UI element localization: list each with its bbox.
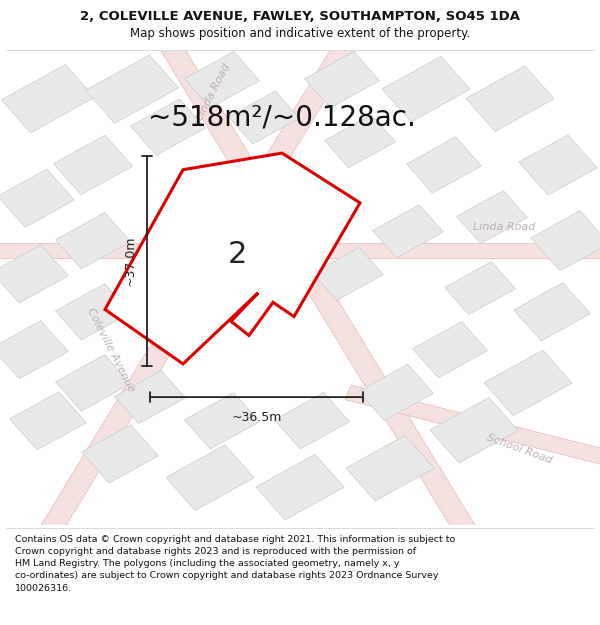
Polygon shape [0, 245, 68, 303]
Text: Contains OS data © Crown copyright and database right 2021. This information is : Contains OS data © Crown copyright and d… [15, 535, 455, 592]
Polygon shape [85, 55, 179, 123]
Polygon shape [105, 153, 360, 364]
Text: Coleville Avenue: Coleville Avenue [85, 306, 137, 393]
Polygon shape [229, 91, 299, 144]
Polygon shape [256, 454, 344, 520]
Polygon shape [382, 56, 470, 122]
Polygon shape [131, 99, 205, 155]
Polygon shape [531, 211, 600, 271]
Polygon shape [38, 38, 358, 538]
Polygon shape [346, 436, 434, 501]
Polygon shape [325, 115, 395, 168]
Text: 2, COLEVILLE AVENUE, FAWLEY, SOUTHAMPTON, SO45 1DA: 2, COLEVILLE AVENUE, FAWLEY, SOUTHAMPTON… [80, 10, 520, 23]
Polygon shape [10, 392, 86, 450]
Polygon shape [359, 364, 433, 421]
Polygon shape [413, 322, 487, 378]
Text: Map shows position and indicative extent of the property.: Map shows position and indicative extent… [130, 27, 470, 40]
Text: School Road: School Road [485, 432, 553, 466]
Polygon shape [158, 38, 478, 538]
Polygon shape [305, 51, 379, 108]
Polygon shape [0, 321, 68, 379]
Polygon shape [166, 445, 254, 511]
Polygon shape [185, 392, 259, 449]
Text: ~518m²/~0.128ac.: ~518m²/~0.128ac. [148, 104, 416, 132]
Polygon shape [115, 371, 185, 424]
Polygon shape [466, 66, 554, 131]
Polygon shape [1, 64, 95, 132]
Polygon shape [53, 135, 133, 195]
Polygon shape [56, 284, 130, 340]
Polygon shape [514, 282, 590, 341]
Text: Linda Road: Linda Road [194, 61, 232, 122]
Polygon shape [185, 51, 259, 108]
Polygon shape [430, 398, 518, 463]
Polygon shape [56, 355, 130, 411]
Polygon shape [484, 350, 572, 416]
Polygon shape [519, 135, 597, 195]
Polygon shape [373, 205, 443, 258]
Polygon shape [56, 213, 130, 269]
Text: ~36.5m: ~36.5m [232, 411, 281, 424]
Polygon shape [0, 242, 600, 258]
Polygon shape [0, 169, 74, 228]
Polygon shape [457, 191, 527, 244]
Text: 2: 2 [227, 241, 247, 269]
Text: Linda Road: Linda Road [473, 221, 535, 231]
Polygon shape [407, 137, 481, 193]
Polygon shape [445, 262, 515, 314]
Text: ~37.0m: ~37.0m [123, 236, 136, 286]
Polygon shape [82, 425, 158, 483]
Polygon shape [345, 385, 600, 476]
Polygon shape [275, 392, 349, 449]
Polygon shape [313, 248, 383, 301]
